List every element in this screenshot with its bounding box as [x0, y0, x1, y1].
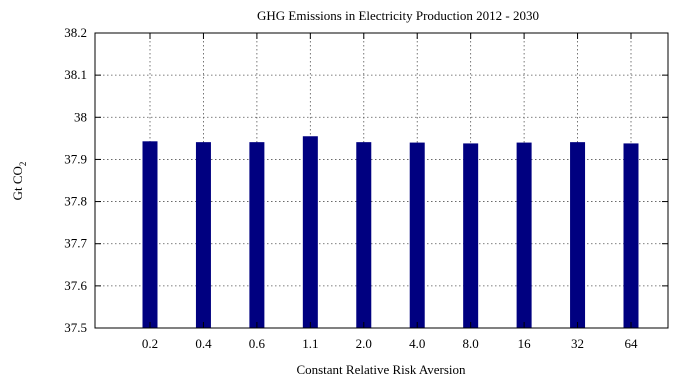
bar	[463, 143, 479, 328]
x-tick-label: 1.1	[302, 336, 318, 351]
bar	[356, 142, 372, 328]
y-tick-label: 37.6	[64, 278, 87, 293]
bar	[195, 142, 211, 328]
x-tick-label: 4.0	[409, 336, 425, 351]
y-tick-label: 37.9	[64, 151, 87, 166]
x-tick-label: 16	[518, 336, 532, 351]
bar	[623, 143, 639, 328]
x-tick-label: 64	[625, 336, 639, 351]
bar	[516, 142, 532, 328]
bars	[142, 136, 639, 328]
y-tick-label: 38	[74, 109, 87, 124]
bar	[249, 142, 265, 328]
x-axis: 0.2 0.4 0.6 1.1 2.0 4.0 8.0 16 32 64	[142, 33, 638, 351]
bar	[570, 142, 586, 328]
x-tick-label: 2.0	[356, 336, 372, 351]
x-tick-label: 0.6	[249, 336, 266, 351]
y-axis: 37.5 37.6 37.7 37.8 37.9 38 38.1 38.2	[64, 25, 668, 335]
x-tick-label: 0.2	[142, 336, 158, 351]
svg-text:Gt CO2: Gt CO2	[10, 162, 28, 201]
x-tick-label: 0.4	[195, 336, 212, 351]
bar	[409, 142, 425, 328]
y-tick-label: 37.5	[64, 320, 87, 335]
y-tick-label: 38.2	[64, 25, 87, 40]
bar	[142, 141, 158, 328]
x-tick-label: 8.0	[463, 336, 479, 351]
y-tick-label: 38.1	[64, 67, 87, 82]
x-axis-title: Constant Relative Risk Aversion	[296, 362, 466, 377]
bar	[302, 136, 318, 328]
plot-frame	[94, 32, 669, 329]
y-axis-title: Gt CO2	[10, 162, 28, 201]
chart-title: GHG Emissions in Electricity Production …	[257, 8, 539, 23]
y-axis-title-subscript: 2	[18, 162, 28, 167]
x-tick-label: 32	[571, 336, 584, 351]
y-tick-label: 37.7	[64, 236, 87, 251]
y-tick-label: 37.8	[64, 194, 87, 209]
y-axis-title-main: Gt CO	[10, 166, 25, 200]
